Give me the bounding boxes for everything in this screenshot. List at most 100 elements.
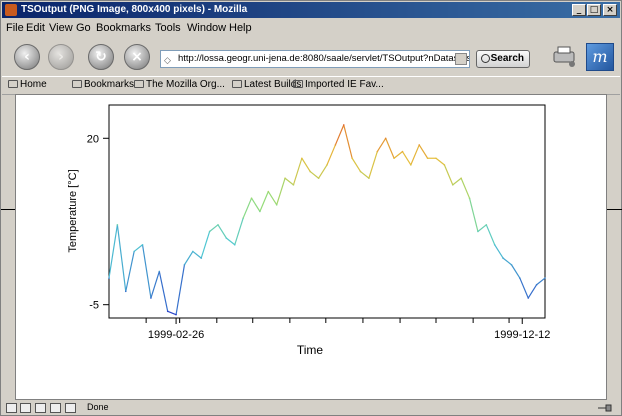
data-point: [250, 197, 253, 199]
bookmark-imported-ie[interactable]: Imported IE Fav...: [293, 79, 384, 90]
series-segment: [334, 124, 345, 146]
page-icon: ◇: [164, 55, 171, 65]
series-segment: [175, 264, 186, 315]
data-point: [342, 124, 345, 126]
chat-icon[interactable]: [35, 403, 46, 413]
reload-icon: ↻: [95, 49, 107, 65]
menu-file[interactable]: File: [6, 22, 24, 34]
app-icon: [5, 4, 17, 16]
series-segment: [393, 151, 403, 159]
reload-button[interactable]: ↻: [88, 44, 114, 70]
series-segment: [502, 257, 512, 266]
temperature-chart: 20 -5 1999-02-26 1999-12-12 Time Temperatu…: [67, 104, 550, 357]
close-button[interactable]: ×: [603, 4, 617, 16]
navigator-icon[interactable]: [6, 403, 17, 413]
data-point: [317, 177, 320, 180]
composer-icon[interactable]: [50, 403, 61, 413]
menu-tools[interactable]: Tools: [155, 22, 181, 34]
home-icon: [8, 80, 18, 88]
data-point: [519, 277, 521, 279]
y-tick-label: 20: [87, 133, 99, 145]
maximize-button[interactable]: □: [587, 4, 601, 16]
folder-icon: [72, 80, 82, 88]
print-icon[interactable]: [550, 44, 580, 70]
series-segment: [527, 284, 538, 299]
menu-view[interactable]: View: [49, 22, 73, 34]
bookmark-home[interactable]: Home: [8, 79, 47, 90]
series-segment: [276, 178, 286, 206]
series-segment: [494, 244, 504, 259]
menu-window[interactable]: Window: [187, 22, 227, 34]
search-button[interactable]: Search: [476, 50, 530, 68]
data-point: [477, 230, 479, 233]
data-point: [468, 197, 471, 199]
data-point: [124, 290, 127, 293]
bookmark-mozilla-org[interactable]: The Mozilla Org...: [134, 79, 225, 90]
mail-icon[interactable]: [20, 403, 31, 413]
series-segment: [226, 237, 236, 246]
series-segment: [200, 231, 211, 259]
image-edge-line-right: [607, 209, 622, 210]
y-axis-label: Temperature [°C]: [67, 169, 79, 252]
menu-go[interactable]: Go: [76, 22, 91, 34]
bookmark-bookmarks[interactable]: Bookmarks: [72, 79, 134, 90]
data-point: [158, 270, 161, 273]
data-point: [485, 224, 488, 226]
address-book-icon[interactable]: [65, 403, 76, 413]
data-point: [301, 157, 303, 160]
series-segment: [477, 224, 487, 232]
menu-bar: File Edit View Go Bookmarks Tools Window…: [2, 20, 620, 36]
series-segment: [133, 244, 143, 252]
data-point: [150, 297, 152, 299]
bookmark-latest-builds[interactable]: Latest Builds: [232, 79, 301, 90]
series-segment: [242, 197, 253, 219]
status-bar: Done: [2, 401, 620, 415]
data-point: [359, 170, 362, 173]
data-point: [326, 164, 328, 166]
data-point: [116, 224, 119, 226]
menu-bookmarks[interactable]: Bookmarks: [96, 22, 152, 34]
data-point: [208, 230, 211, 233]
series-segment: [318, 164, 328, 179]
x-axis-label: Time: [297, 343, 324, 357]
series-segment: [418, 144, 429, 159]
go-icon[interactable]: [455, 53, 467, 65]
menu-help[interactable]: Help: [229, 22, 252, 34]
series-segment: [183, 251, 194, 266]
bookmarks-toolbar: Home Bookmarks The Mozilla Org... Latest…: [2, 76, 620, 95]
forward-arrow-icon: ›: [58, 49, 64, 65]
stop-button[interactable]: ×: [124, 44, 150, 70]
data-point: [242, 217, 244, 219]
data-point: [334, 144, 337, 146]
series-segment: [141, 244, 152, 299]
series-segment: [519, 277, 529, 299]
series-segment: [167, 310, 177, 316]
data-point: [435, 157, 437, 160]
series-segment: [326, 144, 336, 166]
series-segment: [360, 171, 370, 179]
stop-icon: ×: [131, 49, 143, 65]
window-title: TSOutput (PNG Image, 800x400 pixels) - M…: [21, 4, 248, 15]
url-bar[interactable]: ◇ http://lossa.geogr.uni-jena.de:8080/saa…: [160, 50, 470, 68]
data-point: [384, 137, 387, 140]
series-segment: [510, 264, 521, 279]
series-segment: [209, 224, 219, 232]
series-segment: [251, 197, 261, 212]
url-text: http://lossa.geogr.uni-jena.de:8080/saal…: [178, 53, 470, 64]
back-arrow-icon: ‹: [24, 49, 30, 65]
mozilla-logo-icon[interactable]: m: [586, 43, 614, 71]
page-content: 20 -5 1999-02-26 1999-12-12 Time Temperatu…: [15, 94, 607, 400]
data-point: [527, 297, 530, 299]
menu-edit[interactable]: Edit: [26, 22, 45, 34]
series-segment: [116, 224, 127, 292]
data-point: [183, 263, 186, 266]
minimize-button[interactable]: _: [572, 4, 586, 16]
data-point: [535, 283, 538, 286]
series-segment: [468, 198, 479, 232]
series-segment: [267, 191, 278, 206]
x-tick-label: 1999-12-12: [494, 329, 550, 341]
forward-button[interactable]: ›: [48, 44, 74, 70]
data-point: [460, 177, 462, 180]
series-segment: [125, 251, 135, 292]
back-button[interactable]: ‹: [14, 44, 40, 70]
